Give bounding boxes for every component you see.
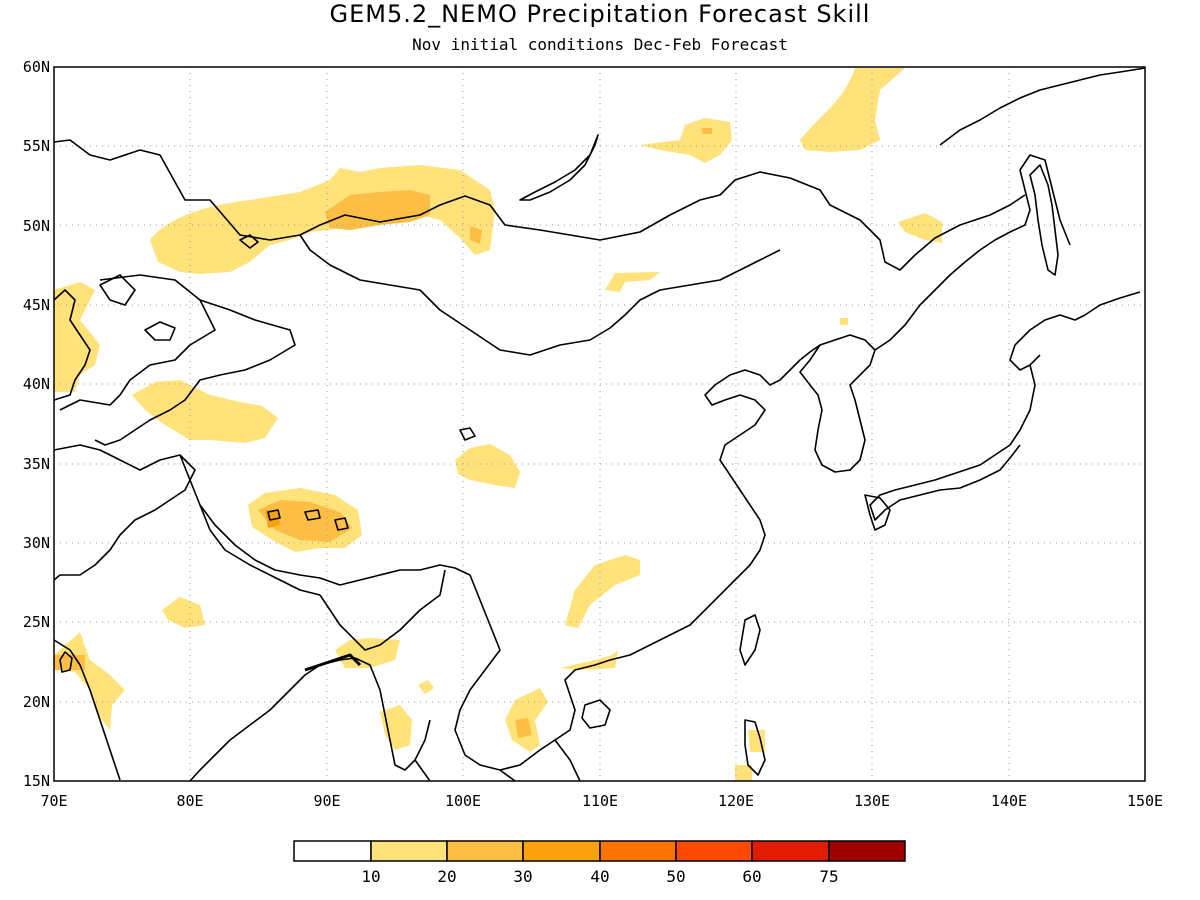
island-sri-lanka [59,651,73,673]
coast-hainan [581,699,611,729]
colorbar-bin [446,840,524,862]
coast-sakhalin [1029,164,1059,276]
lake-issyk [239,234,259,249]
lon-tick-label: 120E [718,792,754,810]
coast-gulf-thailand [499,739,581,782]
skill-area-guangxi [560,650,618,670]
colorbar-label: 40 [590,867,609,886]
colorbar-label: 30 [513,867,532,886]
border-kazakhstan-south [59,274,216,411]
lat-tick-label: 45N [23,296,50,314]
border-mongolia-china [299,234,781,356]
coast-korea [799,334,876,473]
border-china-west [94,299,296,446]
skill-area-tibet-core [258,500,352,542]
lon-tick-label: 80E [176,792,203,810]
colorbar-bin [675,840,753,862]
skill-area-myanmar-south [380,705,412,750]
lake-balkhash [144,321,176,341]
coast-far-east [874,154,1071,351]
lake-tibet-2 [304,509,321,521]
colorbar-bin [370,840,448,862]
lat-tick-label: 50N [23,217,50,235]
coast-okhotsk [939,67,1146,146]
lat-tick-label: 25N [23,613,50,631]
coast-baikal [519,134,599,201]
skill-area-amur [898,213,942,243]
lat-tick-label: 55N [23,137,50,155]
colorbar-label: 20 [437,867,456,886]
skill-area-altai-core [470,226,482,244]
lon-tick-label: 90E [313,792,340,810]
colorbar-bin [751,840,830,862]
lat-tick-labels: 60N 55N 50N 45N 40N 35N 30N 25N 20N 15N [23,58,50,790]
coast-hokkaido [1009,291,1141,371]
coast-kyushu [864,494,891,531]
coast-myanmar [354,657,431,782]
border-myanmar-china [319,569,446,651]
lon-tick-label: 150E [1127,792,1163,810]
lon-tick-label: 140E [991,792,1027,810]
lat-tick-label: 15N [23,772,50,790]
lat-tick-label: 20N [23,693,50,711]
map-subtitle: Nov initial conditions Dec-Feb Forecast [412,35,788,54]
skill-area-mongolia [605,272,660,292]
skill-area-korea-dot [840,318,848,325]
skill-area-siberia [800,68,905,152]
colorbar-label: 75 [819,867,838,886]
colorbar-bin [599,840,677,862]
skill-area-caspian [54,282,100,392]
skill-area-myanmar-dot [418,680,434,694]
border-india-china [179,454,471,586]
coast-aral [99,274,136,306]
lon-tick-label: 100E [445,792,481,810]
colorbar-label: 10 [361,867,380,886]
coast-caspian [53,289,91,401]
lat-tick-label: 60N [23,58,50,76]
skill-area-nepal [162,597,205,628]
plot-frame [53,66,1146,782]
skill-area-luzon-south [735,765,752,781]
colorbar-label: 60 [742,867,761,886]
coast-bangladesh [304,653,362,672]
skill-area-myanmar [335,638,400,668]
colorbar-label: 50 [666,867,685,886]
coast-honshu [869,364,1036,521]
lake-qinghai [459,427,476,441]
lat-tick-label: 30N [23,534,50,552]
lat-tick-label: 40N [23,375,50,393]
lake-tibet-1 [267,509,281,521]
colorbar-bin [828,840,906,862]
skill-area-thailand-core [515,718,532,738]
skill-shading [54,68,942,781]
border-russia-kazakhstan [53,139,321,241]
lake-tibet-3 [334,517,349,531]
colorbar: 10 20 30 40 50 60 75 [293,840,906,886]
map-title: GEM5.2_NEMO Precipitation Forecast Skill [330,0,871,28]
coast-china [609,344,821,661]
map-outlines [53,67,1146,782]
coast-taiwan [739,614,761,666]
colorbar-bin [293,840,372,862]
lon-tick-label: 110E [582,792,618,810]
skill-area-aral [132,380,278,443]
skill-area-baikal-core [702,128,712,134]
coast-philippines [744,719,766,776]
skill-area-south-china [565,555,640,628]
skill-area-altai [325,190,430,230]
border-afghanistan-pakistan [53,444,196,581]
colorbar-bin [522,840,601,862]
border-nepal [199,504,321,596]
skill-area-qinghai [455,444,520,488]
border-russia-mongolia [319,171,1026,271]
lon-tick-label: 130E [854,792,890,810]
lat-tick-label: 35N [23,455,50,473]
lon-tick-labels: 70E 80E 90E 100E 110E 120E 130E 140E 150… [40,792,1163,810]
plot-area [53,66,1146,782]
skill-area-philippines [748,730,765,752]
lon-tick-label: 70E [40,792,67,810]
